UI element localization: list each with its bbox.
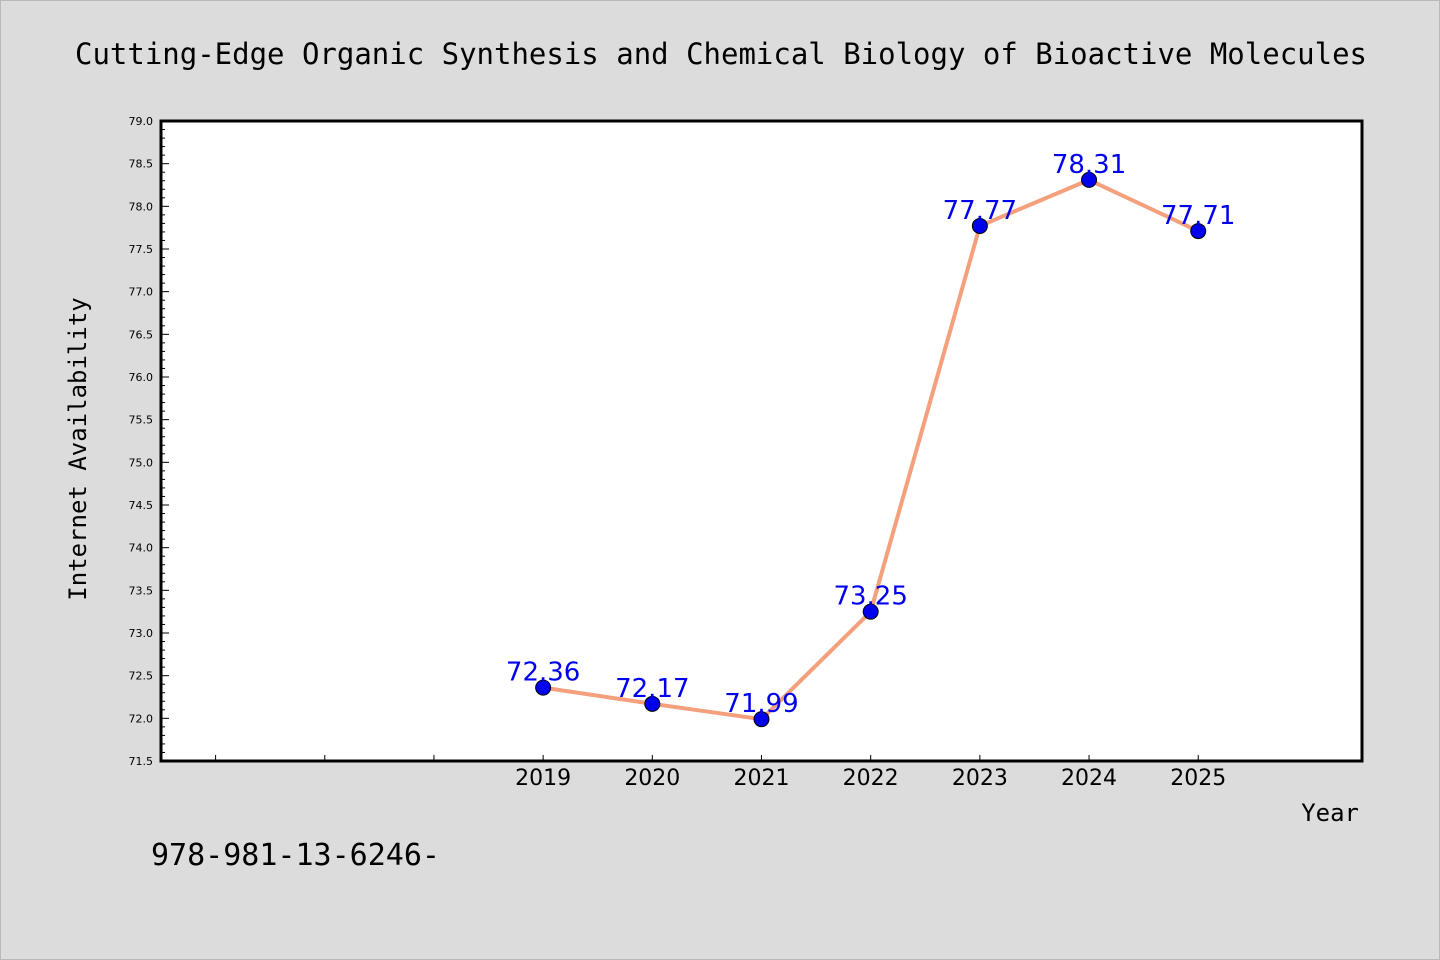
data-point: [535, 679, 552, 696]
data-point: [862, 603, 879, 620]
data-label: 71.99: [724, 689, 798, 719]
x-tick-label: 2020: [624, 766, 680, 791]
x-axis-label: Year: [1301, 799, 1359, 827]
chart-title: Cutting-Edge Organic Synthesis and Chemi…: [75, 37, 1367, 71]
x-tick-label: 2022: [843, 766, 899, 791]
y-tick-label: 72.0: [129, 712, 154, 725]
plot-area: [159, 119, 1364, 763]
data-point: [1081, 171, 1098, 188]
y-tick-label: 76.0: [129, 371, 154, 384]
y-tick-label: 77.0: [129, 286, 154, 299]
x-tick-label: 2025: [1170, 766, 1226, 791]
y-tick-label: 73.0: [129, 627, 154, 640]
y-tick-label: 73.5: [129, 584, 154, 597]
y-tick-label: 71.5: [129, 755, 154, 768]
data-label: 72.17: [615, 674, 689, 704]
y-tick-label: 79.0: [129, 115, 154, 128]
x-tick-label: 2023: [952, 766, 1008, 791]
y-tick-label: 74.0: [129, 542, 154, 555]
series-line-group: 72.36 72.17 71.99 73.25 77.77 78.31 77.71: [506, 150, 1235, 728]
x-tick-label: 2021: [734, 766, 790, 791]
isbn-text: 978-981-13-6246-: [151, 838, 440, 873]
x-axis: 2019 2020 2021 2022 2023 2024 2025: [215, 755, 1226, 791]
data-label: 73.25: [833, 582, 907, 612]
y-tick-label: 75.5: [129, 414, 154, 427]
data-label: 78.31: [1052, 150, 1126, 180]
y-tick-label: 75.0: [129, 456, 154, 469]
y-tick-label: 74.5: [129, 499, 154, 512]
y-tick-label: 76.5: [129, 328, 154, 341]
y-tick-label: 78.5: [129, 158, 154, 171]
data-point: [1190, 223, 1207, 240]
y-axis-label: Internet Availability: [64, 297, 92, 600]
y-tick-label: 72.5: [129, 670, 154, 683]
y-axis: 71.5 72.0 72.5 73.0 73.5 74.0 74.5 75.0 75.5 76.0…: [129, 115, 169, 768]
data-point: [644, 695, 661, 712]
data-point: [971, 217, 988, 234]
data-label: 77.71: [1161, 201, 1235, 231]
data-point: [753, 711, 770, 728]
data-label: 72.36: [506, 658, 580, 688]
x-tick-label: 2019: [515, 766, 571, 791]
y-tick-label: 78.0: [129, 200, 154, 213]
y-tick-label: 77.5: [129, 243, 154, 256]
x-tick-label: 2024: [1061, 766, 1117, 791]
data-label: 77.77: [943, 196, 1017, 226]
